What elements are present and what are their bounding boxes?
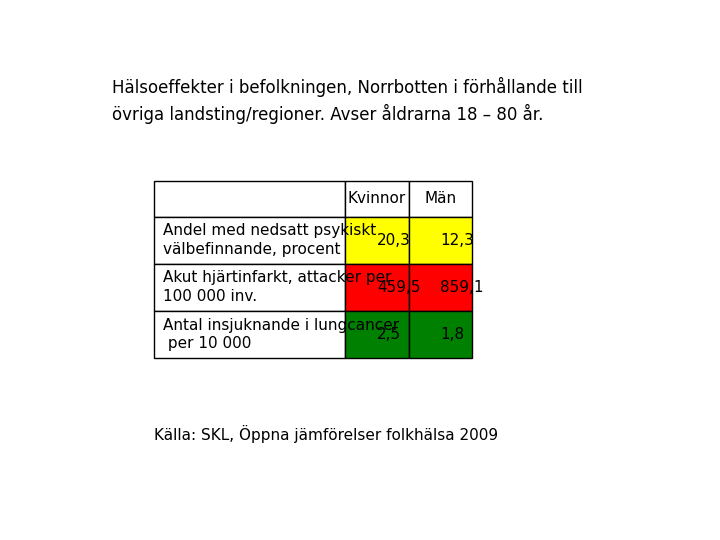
Bar — [154, 217, 345, 264]
Text: 20,3: 20,3 — [377, 233, 410, 248]
Text: 1,8: 1,8 — [441, 327, 464, 342]
Text: Antal insjuknande i lungcancer
 per 10 000: Antal insjuknande i lungcancer per 10 00… — [163, 318, 399, 351]
Text: Andel med nedsatt psykiskt
välbefinnande, procent: Andel med nedsatt psykiskt välbefinnande… — [163, 224, 376, 257]
Bar — [154, 311, 345, 358]
Bar — [409, 181, 472, 217]
Text: Män: Män — [424, 191, 456, 206]
Bar — [345, 311, 409, 358]
Text: Kvinnor: Kvinnor — [348, 191, 406, 206]
Bar — [154, 181, 345, 217]
Bar — [409, 217, 472, 264]
Text: 459,5: 459,5 — [377, 280, 420, 295]
Bar — [409, 264, 472, 311]
Bar — [409, 311, 472, 358]
Text: 12,3: 12,3 — [441, 233, 474, 248]
Bar — [345, 181, 409, 217]
Text: Akut hjärtinfarkt, attacker per
100 000 inv.: Akut hjärtinfarkt, attacker per 100 000 … — [163, 271, 391, 304]
Text: Hälsoeffekter i befolkningen, Norrbotten i förhållande till
övriga landsting/reg: Hälsoeffekter i befolkningen, Norrbotten… — [112, 77, 583, 124]
Text: 2,5: 2,5 — [377, 327, 401, 342]
Bar — [345, 217, 409, 264]
Bar — [154, 264, 345, 311]
Text: 859,1: 859,1 — [441, 280, 484, 295]
Bar — [345, 264, 409, 311]
Text: Källa: SKL, Öppna jämförelser folkhälsa 2009: Källa: SKL, Öppna jämförelser folkhälsa … — [154, 425, 498, 443]
